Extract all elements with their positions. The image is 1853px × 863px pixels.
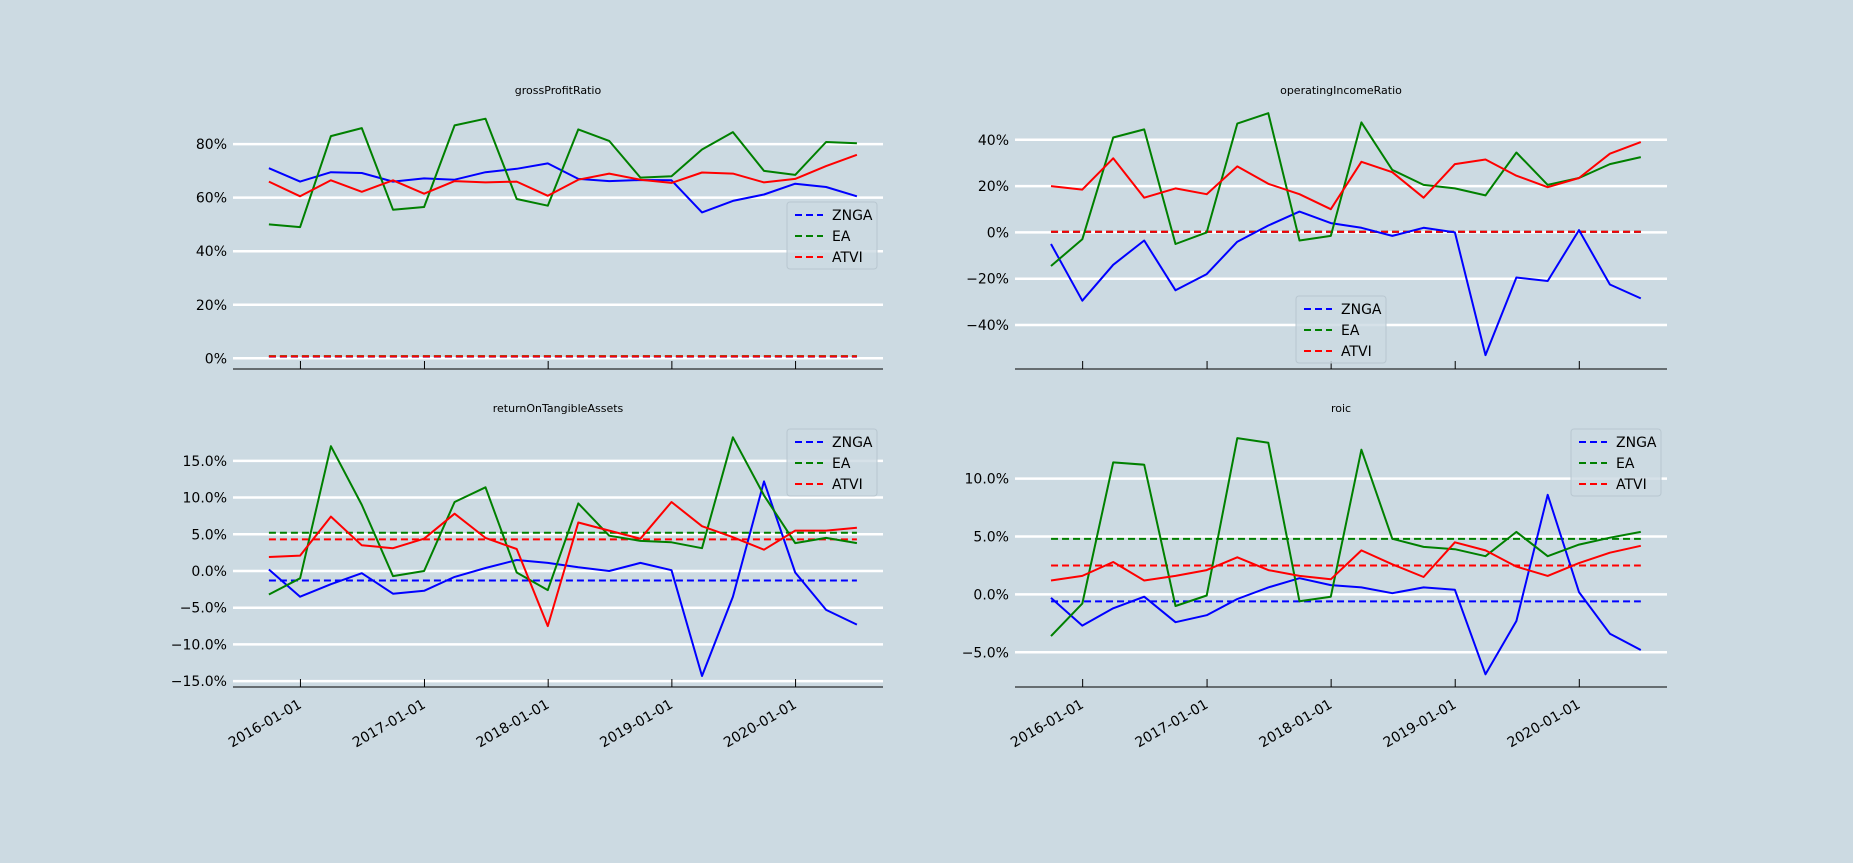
legend-label: ATVI <box>1341 344 1372 360</box>
legend-label: ZNGA <box>832 435 873 451</box>
chart-panel: operatingIncomeRatio −40% −20% 0% 20% 40% ZNGA… <box>966 84 1667 370</box>
series-line-znga <box>268 480 858 677</box>
series-line-ea <box>1050 437 1641 637</box>
x-tick-label: 2020-01-01 <box>721 697 799 752</box>
y-tick-label: 40% <box>978 133 1009 149</box>
chart-panel: grossProfitRatio 0% 20% 40% 60% 80% ZNGA EA ATVI <box>196 84 883 370</box>
chart-title: returnOnTangibleAssets <box>493 402 624 415</box>
legend-label: EA <box>1341 323 1360 339</box>
chart-panel: returnOnTangibleAssets −15.0% −10.0% −5.0% 0… <box>171 402 883 751</box>
series-line-znga <box>1050 210 1642 357</box>
x-tick-label: 2018-01-01 <box>474 697 552 752</box>
y-tick-label: 0% <box>987 225 1009 241</box>
series-line-znga <box>268 162 858 214</box>
x-tick-label: 2018-01-01 <box>1257 697 1335 752</box>
legend-label: EA <box>1616 456 1635 472</box>
y-tick-label: 0.0% <box>973 587 1009 603</box>
legend-label: EA <box>832 229 851 245</box>
y-tick-label: 0% <box>205 351 227 367</box>
x-tick-label: 2017-01-01 <box>350 697 428 752</box>
legend-label: ATVI <box>832 477 863 493</box>
series-line-atvi <box>1050 141 1642 211</box>
y-tick-label: −40% <box>966 318 1009 334</box>
y-tick-label: 60% <box>196 191 227 207</box>
legend: ZNGA EA ATVI <box>1295 295 1387 364</box>
legend-box <box>1295 295 1387 364</box>
chart-title: operatingIncomeRatio <box>1280 84 1402 97</box>
legend-label: ZNGA <box>1616 435 1657 451</box>
y-tick-label: 10.0% <box>183 491 227 507</box>
legend-label: ATVI <box>1616 477 1647 493</box>
y-tick-label: 0.0% <box>191 564 227 580</box>
y-tick-label: −5.0% <box>180 601 227 617</box>
y-tick-label: −20% <box>966 272 1009 288</box>
x-tick-label: 2017-01-01 <box>1133 697 1211 752</box>
y-tick-label: 20% <box>196 298 227 314</box>
series-line-atvi <box>1050 541 1642 582</box>
legend: ZNGA EA ATVI <box>786 428 878 497</box>
series-line-znga <box>1050 493 1642 676</box>
x-tick-label: 2019-01-01 <box>597 697 675 752</box>
chart-title: roic <box>1331 402 1351 415</box>
series-line-atvi <box>268 153 858 198</box>
series-line-ea <box>268 436 858 596</box>
x-tick-label: 2016-01-01 <box>1008 697 1086 752</box>
x-tick-label: 2020-01-01 <box>1505 697 1583 752</box>
y-tick-label: −10.0% <box>171 637 227 653</box>
x-tick-label: 2019-01-01 <box>1381 697 1459 752</box>
legend-box <box>786 428 878 497</box>
x-tick-label: 2016-01-01 <box>226 697 304 752</box>
y-tick-label: 5.0% <box>973 530 1009 546</box>
y-tick-label: 20% <box>978 179 1009 195</box>
legend-label: ZNGA <box>832 208 873 224</box>
series-line-ea <box>268 117 857 229</box>
legend-box <box>786 201 878 270</box>
chart-panel: roic −5.0% 0.0% 5.0% 10.0% 2016-01-01 2017-01-… <box>962 402 1667 751</box>
legend: ZNGA EA ATVI <box>786 201 878 270</box>
y-tick-label: 40% <box>196 244 227 260</box>
y-tick-label: −15.0% <box>171 674 227 690</box>
y-tick-label: 10.0% <box>965 472 1009 488</box>
series-line-ea <box>1050 112 1642 267</box>
legend-label: ATVI <box>832 250 863 266</box>
legend-label: EA <box>832 456 851 472</box>
legend-label: ZNGA <box>1341 302 1382 318</box>
legend: ZNGA EA ATVI <box>1570 428 1662 497</box>
y-tick-label: −5.0% <box>962 645 1009 661</box>
series-line-atvi <box>268 501 857 628</box>
y-tick-label: 5.0% <box>191 527 227 543</box>
y-tick-label: 15.0% <box>183 454 227 470</box>
legend-box <box>1570 428 1662 497</box>
y-tick-label: 80% <box>196 137 227 153</box>
chart-title: grossProfitRatio <box>515 84 602 97</box>
